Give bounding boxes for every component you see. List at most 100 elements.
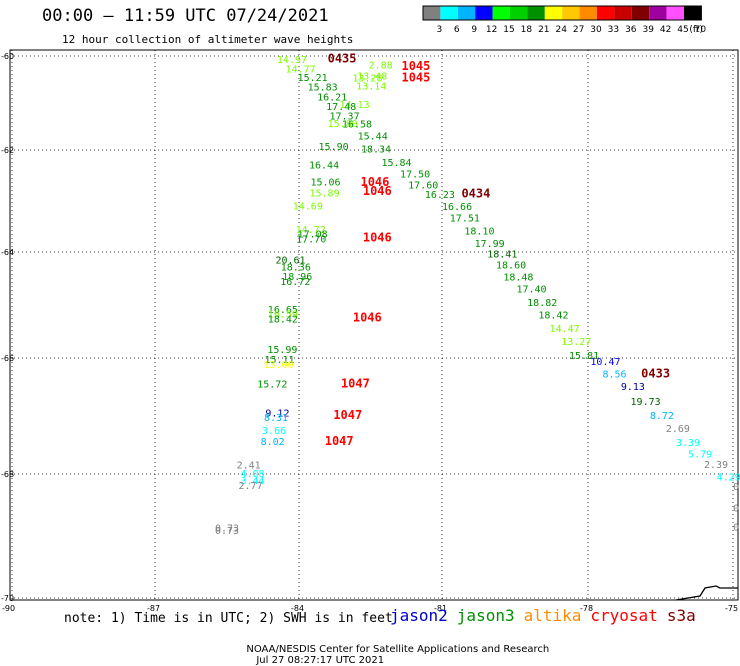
- wave-height-label: 17.37: [330, 112, 360, 123]
- colorbar-tick-label: 9: [471, 25, 477, 35]
- longitude-label: -84: [291, 604, 304, 613]
- generated-timestamp: Jul 27 08:27:17 UTC 2021: [256, 655, 385, 666]
- colorbar-tick-label: 36: [625, 25, 637, 35]
- wave-height-label: 14.47: [550, 324, 580, 335]
- map-frame: [9, 49, 739, 601]
- satellite-legend-s3a: s3a: [666, 606, 696, 625]
- color-swatch: [475, 6, 493, 20]
- satellite-legend-cryosat: cryosat: [590, 606, 658, 625]
- wave-height-label: 18.96: [282, 272, 312, 283]
- wave-height-label: 2.77: [239, 481, 263, 492]
- wave-height-label: 3.39: [676, 438, 700, 449]
- wave-height-label: 13.28: [352, 74, 382, 85]
- wave-height-label: 0.59: [733, 482, 740, 493]
- wave-height-label: 20.61: [275, 255, 305, 266]
- color-swatch: [457, 6, 476, 20]
- latitude-label: -70: [1, 594, 14, 603]
- wave-height-label: 15.44: [358, 131, 388, 142]
- wave-height-label: 5.79: [688, 450, 712, 461]
- wave-height-label: 9.13: [621, 382, 645, 393]
- wave-height-label: 8.56: [603, 370, 627, 381]
- wave-height-label: 15.21: [298, 73, 328, 84]
- wave-height-label: 19.73: [631, 397, 661, 408]
- page-title: 00:00 — 11:59 UTC 07/24/2021: [42, 6, 329, 26]
- wave-height-label: 14.97: [277, 55, 307, 66]
- footer-note: note: 1) Time is in UTC; 2) SWH is in fe…: [64, 611, 393, 626]
- coastline: [675, 585, 738, 601]
- wave-height-label: 15.80: [328, 119, 358, 130]
- wave-height-label: 14.77: [286, 65, 316, 76]
- wave-height-label: 2.39: [704, 460, 728, 471]
- wave-height-label: 16.65: [268, 305, 298, 316]
- pass-time-label: 1046: [353, 311, 382, 325]
- latitude-label: -64: [1, 248, 14, 257]
- wave-height-label: 2.41: [237, 461, 261, 472]
- pass-time-label: 1045: [401, 71, 430, 85]
- wave-height-label: 14.72: [296, 225, 326, 236]
- wave-height-label: 0.73: [215, 523, 239, 534]
- pass-time-label: 0433: [641, 367, 670, 381]
- wave-height-label: 18.48: [503, 272, 533, 283]
- wave-height-label: 15.11: [264, 355, 294, 366]
- wave-height-label: 17.51: [450, 213, 480, 224]
- latitude-label: -60: [1, 52, 14, 61]
- satellite-legend-jason3: jason3: [456, 606, 515, 625]
- wave-height-label: 18.41: [487, 250, 517, 261]
- latitude-label: -68: [1, 470, 14, 479]
- wave-height-label: 15.99: [267, 345, 297, 356]
- latitude-label: -66: [1, 354, 14, 363]
- satellite-legend-jason2: jason2: [390, 606, 448, 625]
- pass-time-label: 1047: [333, 408, 362, 422]
- wave-height-label: 14.69: [293, 202, 323, 213]
- satellite-legend: jason2 jason3 altika cryosat s3a: [390, 606, 705, 625]
- page-subtitle: 12 hour collection of altimeter wave hei…: [62, 33, 354, 46]
- wave-height-label: 15.84: [381, 158, 411, 169]
- wave-height-label: 4.29: [717, 472, 740, 483]
- colorbar-tick-label: 3: [437, 25, 443, 35]
- color-swatch: [614, 6, 632, 20]
- wave-height-label: 0.5: [733, 523, 740, 534]
- wave-height-label: 18.34: [361, 145, 391, 156]
- color-swatch: [492, 6, 510, 20]
- longitude-label: -90: [2, 604, 15, 613]
- wave-height-label: 16.66: [442, 202, 472, 213]
- wave-height-label: 16.59: [268, 309, 298, 320]
- longitude-label: -75: [725, 604, 738, 613]
- longitude-label: -78: [580, 604, 593, 613]
- color-swatch: [562, 6, 580, 20]
- colorbar-tick-label: 33: [608, 25, 619, 35]
- wave-height-label: 9.12: [265, 409, 289, 420]
- wave-height-label: 15.83: [308, 83, 338, 94]
- wave-height-label: 16.58: [342, 120, 372, 131]
- wave-height-label: 3.44: [240, 476, 264, 487]
- wave-height-label: 17.48: [326, 102, 356, 113]
- longitude-label: -81: [434, 604, 447, 613]
- pass-time-label: 1045: [401, 59, 430, 73]
- colorbar-unit-label: (ft): [689, 25, 703, 35]
- wave-height-label: 8.02: [261, 437, 285, 448]
- pass-time-label: 0434: [461, 186, 490, 200]
- wave-height-label: 8.72: [650, 411, 674, 422]
- wave-height-label: 15.06: [310, 178, 340, 189]
- satellite-legend-altika: altika: [523, 606, 582, 625]
- wave-height-label: 2.69: [666, 424, 690, 435]
- colorbar-tick-label: 6: [454, 25, 460, 35]
- wave-height-label: 4.08: [240, 469, 264, 480]
- color-swatch: [666, 6, 684, 20]
- wave-height-label: 17.99: [475, 239, 505, 250]
- wave-height-map: -60 -62 -64 -66 -68 -70-90 -87 -84 -81 -78 -75 14.9…: [1, 49, 740, 613]
- wave-height-label: 18.36: [281, 262, 311, 273]
- color-swatch: [631, 6, 650, 20]
- colorbar-tick-label: 24: [555, 25, 567, 35]
- wave-height-label: 2.88: [369, 60, 393, 71]
- color-scale-legend: 3 6 9 12 15 18 21 24 27 30 33 36 39 42 45 70(ft): [422, 5, 706, 35]
- wave-height-label: 17.70: [296, 235, 326, 246]
- wave-height-label: 18.42: [538, 311, 568, 322]
- wave-height-label: 18.60: [496, 261, 526, 272]
- longitude-label: -87: [147, 604, 160, 613]
- color-swatch: [527, 6, 545, 20]
- color-swatch: [649, 6, 667, 20]
- colorbar-tick-label: 18: [521, 25, 533, 35]
- colorbar-tick-label: 39: [642, 25, 654, 35]
- pass-time-label: 1047: [325, 434, 354, 448]
